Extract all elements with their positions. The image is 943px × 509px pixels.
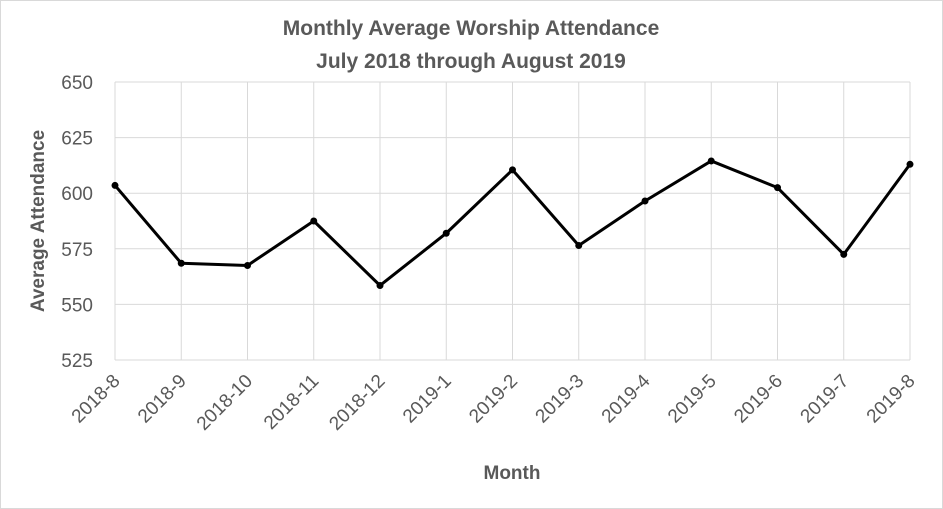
data-point bbox=[244, 261, 251, 269]
x-tick-label: 2019-7 bbox=[797, 371, 854, 428]
x-axis-ticks: 2018-8 2018-9 2018-10 2018-11 2018-12 2019-1 2… bbox=[68, 370, 920, 434]
data-point bbox=[906, 160, 914, 168]
gridlines bbox=[114, 81, 911, 361]
x-tick-label: 2019-5 bbox=[664, 371, 721, 428]
x-axis-label: Month bbox=[484, 463, 541, 484]
x-tick-label: 2019-2 bbox=[465, 371, 522, 428]
series-group bbox=[111, 157, 914, 289]
x-tick-label: 2018-10 bbox=[193, 371, 257, 435]
x-tick-label: 2019-8 bbox=[863, 371, 920, 428]
data-point bbox=[840, 250, 848, 258]
x-tick-label: 2018-11 bbox=[260, 371, 323, 434]
y-tick-label: 650 bbox=[61, 73, 93, 94]
y-tick-label: 600 bbox=[61, 184, 93, 205]
y-axis-label: Average Attendance bbox=[28, 130, 49, 312]
y-tick-label: 525 bbox=[61, 351, 93, 372]
data-point bbox=[111, 181, 119, 189]
data-point bbox=[509, 166, 516, 174]
y-axis-ticks: 525 550 575 600 625 650 bbox=[61, 73, 93, 372]
x-tick-label: 2019-3 bbox=[532, 371, 589, 428]
data-point bbox=[774, 184, 781, 192]
x-tick-label: 2019-4 bbox=[598, 370, 655, 427]
data-point bbox=[177, 259, 185, 267]
y-tick-label: 575 bbox=[61, 240, 93, 261]
chart-subtitle: July 2018 through August 2019 bbox=[316, 50, 626, 73]
data-point bbox=[442, 229, 450, 237]
x-tick-label: 2018-9 bbox=[134, 371, 191, 428]
y-tick-label: 550 bbox=[61, 295, 93, 316]
data-point bbox=[376, 281, 384, 289]
x-tick-label: 2019-6 bbox=[730, 371, 787, 428]
data-point bbox=[310, 217, 318, 225]
y-tick-label: 625 bbox=[61, 129, 93, 150]
x-tick-label: 2019-1 bbox=[399, 371, 456, 428]
data-point bbox=[575, 241, 583, 249]
x-tick-label: 2018-12 bbox=[325, 371, 389, 435]
data-point bbox=[641, 197, 649, 205]
data-point bbox=[707, 157, 715, 165]
chart-title: Monthly Average Worship Attendance bbox=[283, 17, 660, 40]
x-tick-label: 2018-8 bbox=[68, 371, 125, 428]
